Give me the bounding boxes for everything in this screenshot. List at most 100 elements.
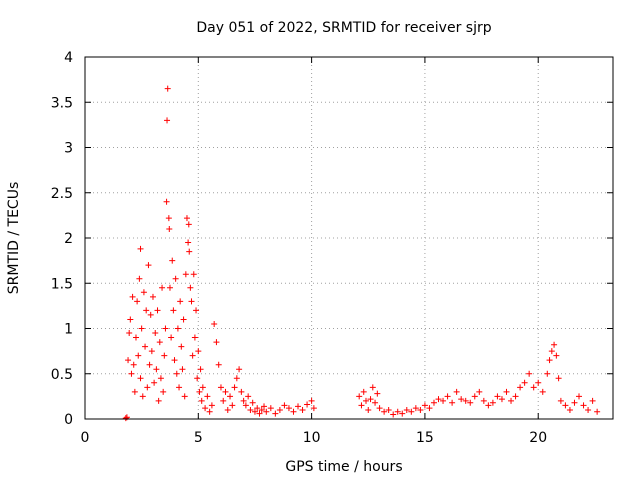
- data-point: [172, 275, 179, 282]
- data-point: [245, 393, 252, 400]
- data-point: [494, 393, 501, 400]
- data-point: [185, 239, 192, 246]
- data-point: [163, 198, 170, 205]
- data-point: [557, 397, 564, 404]
- data-point: [170, 307, 177, 314]
- data-point: [206, 408, 213, 415]
- data-point: [261, 403, 268, 410]
- data-point: [147, 311, 154, 318]
- data-point: [146, 361, 153, 368]
- data-point: [137, 375, 144, 382]
- y-tick-label: 0: [64, 412, 73, 428]
- y-tick-label: 2.5: [51, 186, 73, 202]
- data-point: [426, 405, 433, 412]
- data-point: [290, 408, 297, 415]
- data-point: [166, 284, 173, 291]
- data-point: [281, 402, 288, 409]
- data-point: [503, 388, 510, 395]
- data-point: [202, 405, 209, 412]
- data-point: [127, 316, 134, 323]
- data-point: [267, 405, 274, 412]
- data-point: [471, 393, 478, 400]
- data-point: [358, 402, 365, 409]
- y-tick-label: 1: [64, 322, 73, 338]
- data-point: [187, 284, 194, 291]
- y-tick-label: 4: [64, 50, 73, 66]
- data-point: [247, 406, 254, 413]
- data-point: [176, 384, 183, 391]
- data-point: [374, 390, 381, 397]
- data-point: [517, 384, 524, 391]
- data-point: [145, 262, 152, 269]
- data-point: [544, 370, 551, 377]
- data-point: [512, 393, 519, 400]
- data-point: [140, 289, 147, 296]
- data-point: [156, 339, 163, 346]
- data-point: [367, 396, 374, 403]
- data-point: [566, 406, 573, 413]
- data-point: [462, 397, 469, 404]
- data-point: [521, 379, 528, 386]
- data-point: [385, 406, 392, 413]
- data-point: [551, 341, 558, 348]
- data-point: [193, 307, 200, 314]
- data-point: [539, 388, 546, 395]
- data-point: [258, 406, 265, 413]
- data-point: [148, 348, 155, 355]
- data-point: [135, 352, 142, 359]
- data-point: [430, 399, 437, 406]
- data-point: [139, 393, 146, 400]
- grid: [85, 57, 613, 419]
- data-point: [224, 406, 231, 413]
- data-point: [421, 402, 428, 409]
- data-point: [154, 307, 161, 314]
- data-point: [129, 293, 136, 300]
- data-point: [589, 397, 596, 404]
- data-point: [159, 284, 166, 291]
- data-point: [231, 384, 238, 391]
- data-point: [215, 361, 222, 368]
- data-point: [162, 325, 169, 332]
- y-tick-label: 0.5: [51, 367, 73, 383]
- data-point: [555, 375, 562, 382]
- data-point: [562, 402, 569, 409]
- data-point: [151, 379, 158, 386]
- data-point: [295, 403, 302, 410]
- y-tick-label: 1.5: [51, 276, 73, 292]
- data-point: [138, 325, 145, 332]
- data-point: [186, 248, 193, 255]
- data-point: [585, 406, 592, 413]
- data-point: [222, 388, 229, 395]
- data-point: [242, 402, 249, 409]
- data-point: [308, 397, 315, 404]
- data-point: [144, 384, 151, 391]
- x-tick-label: 10: [303, 430, 321, 446]
- data-point: [476, 388, 483, 395]
- data-point: [535, 379, 542, 386]
- data-point: [372, 399, 379, 406]
- data-point: [489, 399, 496, 406]
- data-point: [360, 388, 367, 395]
- data-point: [182, 271, 189, 278]
- data-point: [285, 405, 292, 412]
- data-point: [485, 402, 492, 409]
- data-point: [240, 397, 247, 404]
- data-point: [580, 402, 587, 409]
- data-point: [185, 221, 192, 228]
- x-tick-label: 20: [529, 430, 547, 446]
- data-point: [399, 410, 406, 417]
- data-point: [131, 388, 138, 395]
- y-tick-label: 2: [64, 231, 73, 247]
- data-point: [263, 408, 270, 415]
- data-point: [168, 334, 175, 341]
- data-point: [171, 357, 178, 364]
- data-point: [204, 393, 211, 400]
- data-point: [164, 117, 171, 124]
- data-point: [125, 357, 132, 364]
- data-point: [161, 352, 168, 359]
- data-point: [229, 402, 236, 409]
- data-point: [236, 366, 243, 373]
- data-point: [256, 410, 263, 417]
- data-point: [458, 396, 465, 403]
- data-point: [453, 388, 460, 395]
